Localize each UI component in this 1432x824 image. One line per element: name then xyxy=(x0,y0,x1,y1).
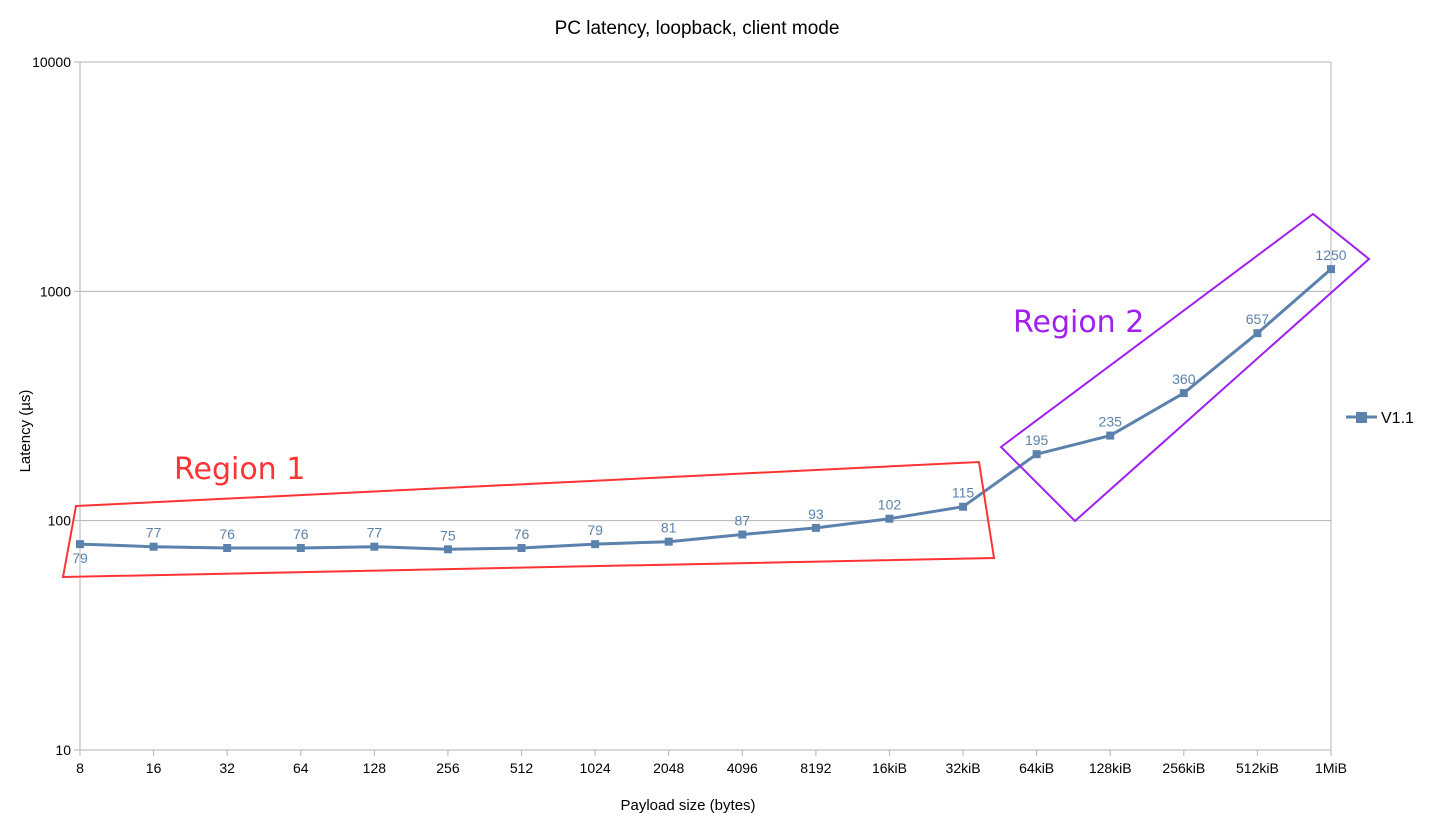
x-tick-label: 16kiB xyxy=(872,760,907,776)
data-point-square-marker-icon xyxy=(1179,389,1188,398)
data-label: 360 xyxy=(1172,371,1196,387)
x-tick-label: 16 xyxy=(146,760,162,776)
data-label: 77 xyxy=(367,525,383,541)
chart-title: PC latency, loopback, client mode xyxy=(555,18,840,39)
x-tick-label: 8192 xyxy=(800,760,831,776)
data-point-square-marker-icon xyxy=(443,545,452,554)
x-tick-label: 2048 xyxy=(653,760,684,776)
x-tick-label: 128 xyxy=(363,760,387,776)
data-label: 75 xyxy=(440,527,456,543)
legend-label: V1.1 xyxy=(1381,410,1414,427)
data-label: 79 xyxy=(587,522,603,538)
grid-lines xyxy=(80,61,1331,751)
data-label: 81 xyxy=(661,520,677,536)
data-labels: 79 77 76 76 77 75 76 79 81 87 93 102 115 195 235 360 657… xyxy=(72,247,1347,566)
data-label: 102 xyxy=(878,497,902,513)
data-label: 76 xyxy=(293,526,309,542)
data-label: 76 xyxy=(514,526,530,542)
data-label: 79 xyxy=(72,550,88,566)
data-label: 235 xyxy=(1099,414,1123,430)
y-tick-label: 100 xyxy=(48,513,72,529)
x-tick-label: 1MiB xyxy=(1315,760,1347,776)
x-tick-label: 256kiB xyxy=(1162,760,1205,776)
data-point-square-marker-icon xyxy=(885,514,894,523)
data-point-square-marker-icon xyxy=(76,540,84,549)
y-tick-label: 10 xyxy=(55,742,71,758)
y-axis-ticks: 10 100 1000 10000 xyxy=(32,54,80,758)
data-point-square-marker-icon xyxy=(811,523,820,532)
data-label: 195 xyxy=(1025,432,1049,448)
x-tick-label: 32 xyxy=(219,760,235,776)
legend-square-marker-icon xyxy=(1356,412,1367,423)
series-line xyxy=(79,267,1332,551)
region-1-outline xyxy=(61,460,996,579)
y-tick-label: 10000 xyxy=(32,54,71,70)
x-tick-label: 64kiB xyxy=(1019,760,1054,776)
y-tick-label: 1000 xyxy=(40,283,71,299)
data-label: 657 xyxy=(1246,311,1270,327)
legend: V1.1 xyxy=(1346,410,1414,427)
data-point-square-marker-icon xyxy=(664,537,673,546)
x-tick-label: 512kiB xyxy=(1236,760,1279,776)
data-point-square-marker-icon xyxy=(738,530,747,539)
data-point-square-marker-icon xyxy=(296,544,305,553)
data-label: 87 xyxy=(735,513,751,529)
data-label: 76 xyxy=(219,526,235,542)
x-tick-label: 8 xyxy=(76,760,84,776)
region-2-outline xyxy=(999,212,1371,523)
x-tick-label: 32kiB xyxy=(946,760,981,776)
x-tick-label: 128kiB xyxy=(1089,760,1132,776)
data-label: 1250 xyxy=(1315,247,1346,263)
x-tick-label: 4096 xyxy=(727,760,758,776)
data-point-square-marker-icon xyxy=(223,544,232,553)
x-tick-label: 512 xyxy=(510,760,534,776)
data-point-square-marker-icon xyxy=(1253,329,1262,338)
x-axis-title: Payload size (bytes) xyxy=(620,797,755,814)
data-label: 93 xyxy=(808,506,824,522)
data-point-square-marker-icon xyxy=(591,540,600,549)
x-tick-label: 1024 xyxy=(580,760,611,776)
data-label: 115 xyxy=(952,485,975,501)
data-point-square-marker-icon xyxy=(1032,450,1041,459)
series-v1-1 xyxy=(76,265,1335,554)
x-axis-ticks: 8 16 32 64 128 256 512 1024 2048 4096 8192 16kiB 32k… xyxy=(76,750,1347,776)
region-2-label: Region 2 xyxy=(1013,305,1144,340)
data-label: 77 xyxy=(146,525,162,541)
x-tick-label: 256 xyxy=(436,760,460,776)
x-tick-label: 64 xyxy=(293,760,309,776)
region-1-label: Region 1 xyxy=(174,452,305,487)
data-point-square-marker-icon xyxy=(370,542,379,551)
data-point-square-marker-icon xyxy=(1327,265,1335,274)
data-point-square-marker-icon xyxy=(959,502,968,511)
data-point-square-marker-icon xyxy=(149,542,158,551)
data-point-square-marker-icon xyxy=(1106,431,1115,440)
data-point-square-marker-icon xyxy=(517,544,526,553)
y-axis-title: Latency (µs) xyxy=(17,390,34,473)
